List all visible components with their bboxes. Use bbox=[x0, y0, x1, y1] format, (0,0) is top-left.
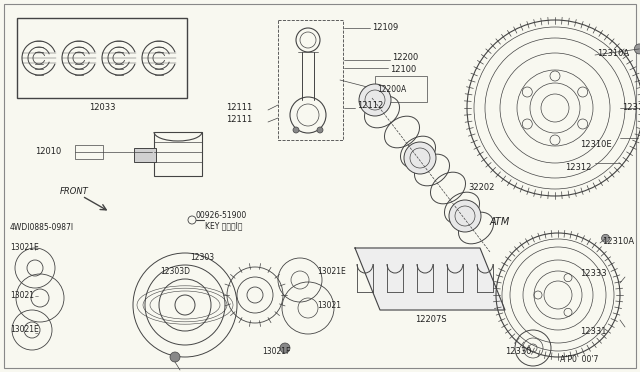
Text: 12010: 12010 bbox=[35, 148, 61, 157]
Text: 12200: 12200 bbox=[392, 54, 419, 62]
Text: FRONT: FRONT bbox=[60, 187, 89, 196]
Circle shape bbox=[404, 142, 436, 174]
Text: 12333: 12333 bbox=[580, 269, 607, 278]
Text: 12310E: 12310E bbox=[580, 140, 612, 148]
Text: 12111: 12111 bbox=[226, 103, 252, 112]
Bar bbox=[278, 20, 343, 140]
Bar bbox=[134, 148, 156, 162]
Text: 13021: 13021 bbox=[10, 292, 34, 301]
Text: 13021: 13021 bbox=[317, 301, 341, 310]
Circle shape bbox=[449, 200, 481, 232]
Text: 12100: 12100 bbox=[390, 65, 416, 74]
Text: 12331: 12331 bbox=[580, 327, 607, 336]
Text: 13021F: 13021F bbox=[262, 347, 291, 356]
Text: 12111: 12111 bbox=[226, 115, 252, 125]
Text: 12303: 12303 bbox=[190, 253, 214, 263]
Text: 13021E: 13021E bbox=[317, 267, 346, 276]
Circle shape bbox=[634, 44, 640, 54]
Text: 12109: 12109 bbox=[372, 23, 398, 32]
Text: 12310A: 12310A bbox=[602, 237, 634, 246]
Text: 32202: 32202 bbox=[468, 183, 494, 192]
Circle shape bbox=[317, 127, 323, 133]
Text: KEY キ－（I）: KEY キ－（I） bbox=[205, 221, 243, 231]
Bar bbox=[375, 76, 427, 102]
Circle shape bbox=[602, 234, 609, 242]
Text: 12200A: 12200A bbox=[377, 84, 406, 93]
Circle shape bbox=[293, 127, 299, 133]
Circle shape bbox=[359, 84, 391, 116]
Circle shape bbox=[170, 352, 180, 362]
Text: 12310A: 12310A bbox=[597, 48, 629, 58]
Text: ATM: ATM bbox=[490, 217, 510, 227]
Polygon shape bbox=[355, 248, 505, 310]
Text: 12330: 12330 bbox=[505, 347, 531, 356]
Text: 4WDI0885-0987I: 4WDI0885-0987I bbox=[10, 224, 74, 232]
Bar bbox=[75, 145, 103, 159]
Text: 12033: 12033 bbox=[89, 103, 115, 112]
Text: 12310: 12310 bbox=[622, 103, 640, 112]
Text: 13021E: 13021E bbox=[10, 326, 39, 334]
Circle shape bbox=[280, 343, 290, 353]
Text: A'P0  00'7: A'P0 00'7 bbox=[560, 356, 598, 365]
Text: 12303D: 12303D bbox=[160, 267, 190, 276]
Text: 12312: 12312 bbox=[565, 164, 591, 173]
Text: 00926-51900: 00926-51900 bbox=[195, 212, 246, 221]
Text: 12207S: 12207S bbox=[415, 315, 447, 324]
Bar bbox=[154, 132, 202, 176]
Bar bbox=[17, 18, 187, 98]
Text: 12112: 12112 bbox=[357, 102, 383, 110]
Text: 13021E: 13021E bbox=[10, 244, 39, 253]
